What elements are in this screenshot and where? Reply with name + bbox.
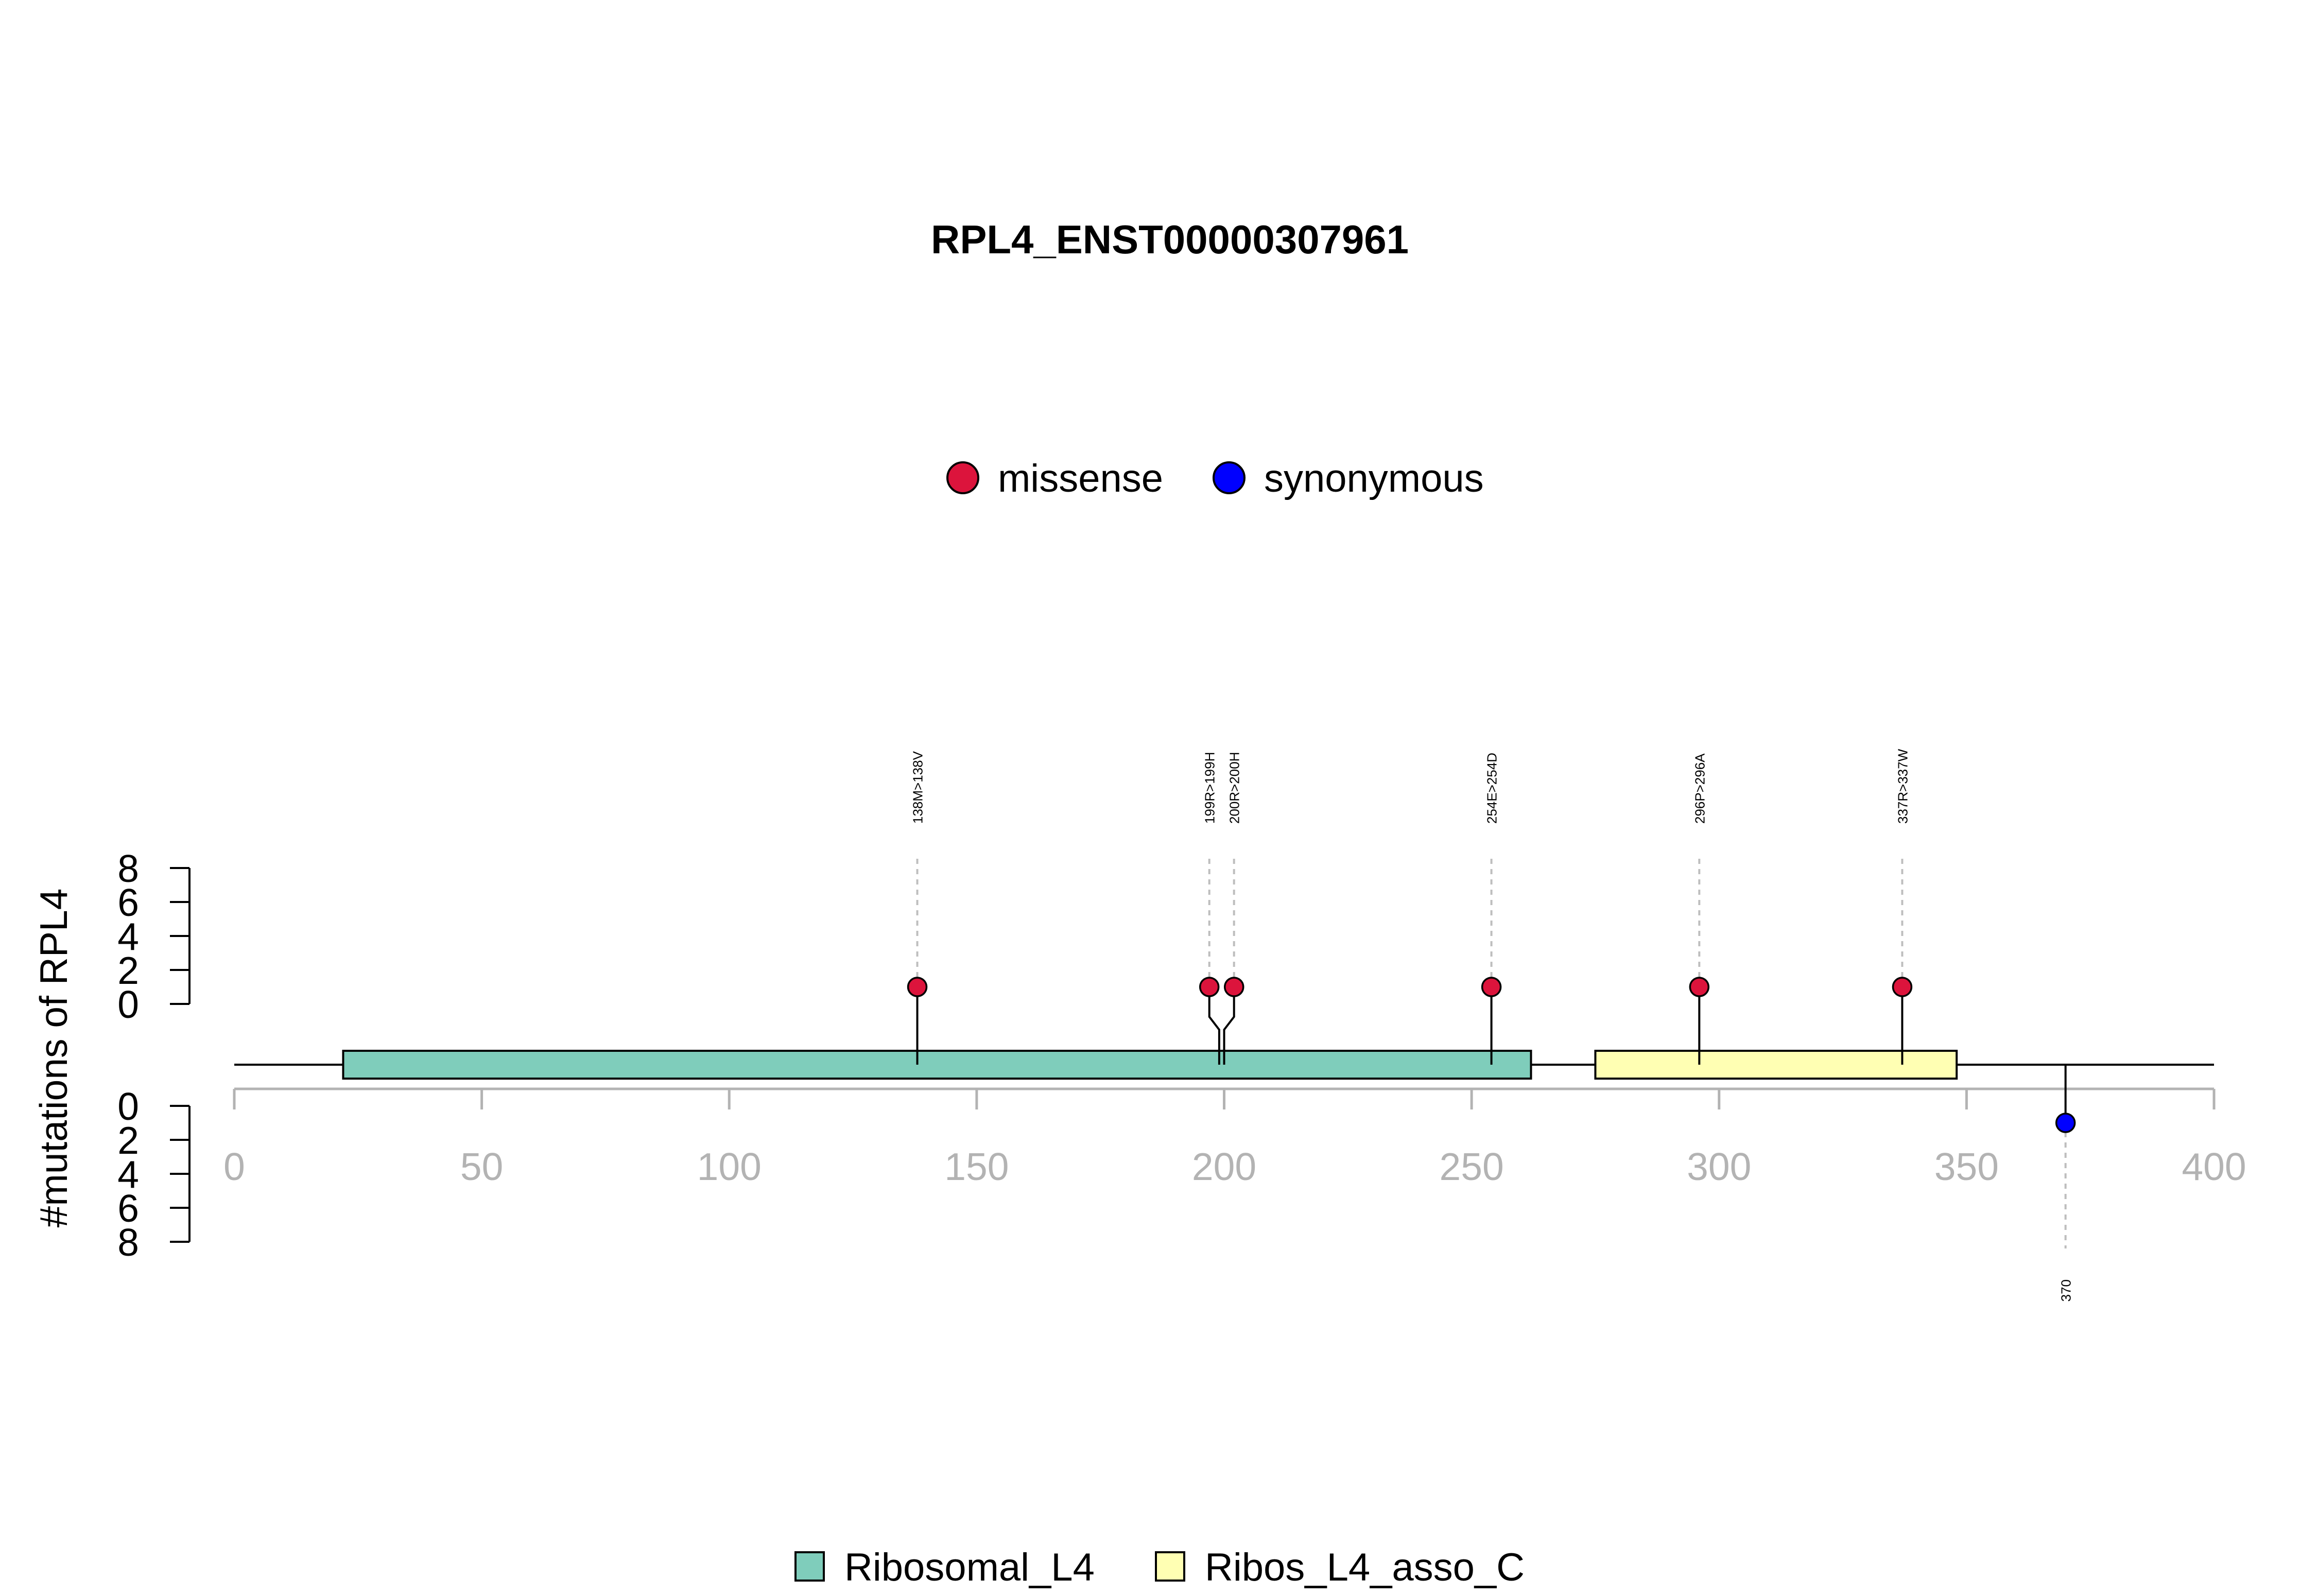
x-tick-label-100: 100 (697, 1145, 762, 1188)
lollipops-lower: 370 (2055, 1065, 2076, 1302)
mutation-label: 296P>296A (1692, 753, 1707, 824)
x-tick-label-0: 0 (223, 1145, 245, 1188)
y-lower-tick-label-8: 8 (117, 1221, 139, 1264)
lollipop-stem (1223, 987, 1235, 1065)
lollipop-head-synonymous (2055, 1113, 2076, 1133)
lollipop-head-missense (1481, 977, 1502, 997)
y-lower-tick-label-6: 6 (117, 1187, 139, 1230)
domain-Ribos_L4_asso_C (1594, 1050, 1958, 1080)
lollipops-upper: 138M>138V 199R>199H 200R>200H 254E>254D 296P… (907, 749, 1913, 1065)
mutation-type-legend: missense synonymous (946, 457, 1484, 500)
lollipop-head-missense (1223, 977, 1244, 997)
protein-domains (342, 1050, 1958, 1080)
x-tick-label-50: 50 (460, 1145, 503, 1188)
lollipop-head-missense (1689, 977, 1710, 997)
lollipop-head-missense (907, 977, 928, 997)
legend-Ribos_L4_asso_C-label: Ribos_L4_asso_C (1205, 1546, 1525, 1589)
y-lower-tick-label-4: 4 (117, 1153, 139, 1196)
legend-Ribos_L4_asso_C-swatch (1155, 1551, 1185, 1582)
x-tick-label-300: 300 (1687, 1145, 1751, 1188)
mutation-label: 337R>337W (1895, 749, 1910, 824)
legend-synonymous-label: synonymous (1264, 457, 1484, 500)
y-upper-tick-label-0: 0 (117, 983, 139, 1026)
legend-synonymous-marker (1213, 461, 1246, 494)
x-axis: 0 50 100 150 200 250 300 350 400 (223, 1087, 2246, 1188)
legend-Ribosomal_L4-swatch (794, 1551, 825, 1582)
lollipop-head-missense (1199, 977, 1220, 997)
y-upper-tick-label-6: 6 (117, 881, 139, 924)
x-tick-label-150: 150 (944, 1145, 1009, 1188)
y-upper-tick-label-2: 2 (117, 949, 139, 992)
x-tick-label-350: 350 (1934, 1145, 1999, 1188)
y-axis-label: #mutations of RPL4 (32, 889, 75, 1228)
mutation-label: 199R>199H (1202, 752, 1218, 824)
lollipop-stem (1208, 987, 1220, 1065)
y-upper-tick-label-8: 8 (117, 847, 139, 890)
y-lower-tick-label-2: 2 (117, 1119, 139, 1162)
mutation-label: 138M>138V (910, 751, 926, 824)
y-lower-tick-label-0: 0 (117, 1085, 139, 1128)
mutation-label: 200R>200H (1227, 752, 1242, 824)
chart-title: RPL4_ENST00000307961 (931, 217, 1409, 262)
legend-missense-marker (946, 461, 979, 494)
domain-Ribosomal_L4 (342, 1050, 1532, 1080)
lollipop-head-missense (1892, 977, 1913, 997)
domain-legend: Ribosomal_L4 Ribos_L4_asso_C (794, 1546, 1525, 1589)
mutation-label: 254E>254D (1484, 753, 1500, 824)
mutation-label: 370 (2059, 1279, 2074, 1302)
x-tick-label-250: 250 (1440, 1145, 1504, 1188)
x-tick-label-200: 200 (1192, 1145, 1256, 1188)
y-upper-tick-label-4: 4 (117, 915, 139, 958)
legend-Ribosomal_L4-label: Ribosomal_L4 (844, 1546, 1095, 1589)
legend-missense-label: missense (998, 457, 1163, 500)
x-tick-label-400: 400 (2182, 1145, 2246, 1188)
